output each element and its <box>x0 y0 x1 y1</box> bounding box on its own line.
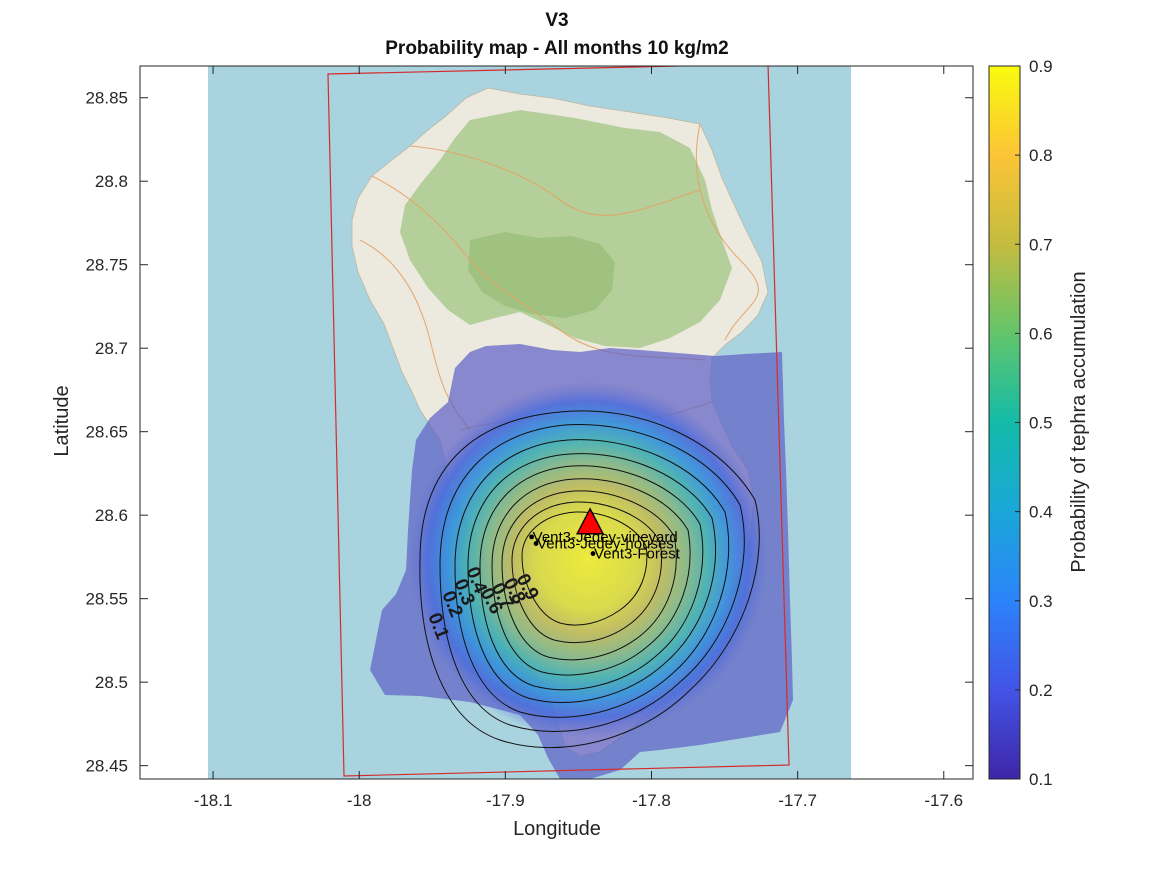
y-tick-label: 28.5 <box>95 673 128 692</box>
colorbar-tick-label: 0.8 <box>1029 146 1053 165</box>
contour-0.2 <box>439 423 745 732</box>
caldera-area <box>468 232 615 318</box>
y-tick-label: 28.6 <box>95 506 128 525</box>
x-tick-label: -18 <box>347 791 372 810</box>
colorbar <box>989 66 1020 779</box>
contour-0.4 <box>467 453 716 703</box>
colorbar-tick-label: 0.2 <box>1029 681 1053 700</box>
contour-0.6 <box>491 478 691 676</box>
contour-0.7 <box>501 490 677 661</box>
contour-0.9 <box>521 511 648 626</box>
location-point-marker <box>533 541 539 546</box>
title-line-2: Probability map - All months 10 kg/m2 <box>385 38 728 59</box>
colorbar-tick-label: 0.5 <box>1029 414 1053 433</box>
location-point-marker <box>590 551 596 556</box>
title-line-1: V3 <box>545 10 568 31</box>
colorbar-ticks: 0.9 0.8 0.7 0.6 0.5 0.4 0.3 0.2 0.1 <box>1015 57 1053 789</box>
location-point-label: Vent3-Jedey-houses <box>537 536 674 553</box>
colorbar-tick-label: 0.9 <box>1029 57 1053 76</box>
x-tick-label: -17.6 <box>924 791 963 810</box>
points-layer: Vent3-Jedey-vineyardVent3-Jedey-housesVe… <box>529 529 681 563</box>
colorbar-tick-label: 0.7 <box>1029 235 1053 254</box>
x-axis-label: Longitude <box>513 818 601 840</box>
location-point-label: Vent3-Forest <box>594 546 681 563</box>
y-axis-label: Latitude <box>51 385 73 456</box>
y-tick-label: 28.7 <box>95 339 128 358</box>
x-tick-label: -17.7 <box>778 791 817 810</box>
colorbar-tick-label: 0.4 <box>1029 503 1053 522</box>
y-tick-label: 28.55 <box>85 590 128 609</box>
location-point-label: Vent3-Jedey-vineyard <box>533 529 678 546</box>
location-point-marker <box>529 534 535 540</box>
colorbar-tick-label: 0.3 <box>1029 592 1053 611</box>
map-area: 0.9 0.8 0.7 0.6 0.4 0.3 0.2 0.1 Vent3-Je… <box>208 66 851 779</box>
model-domain-box <box>327 66 790 777</box>
axes-frame <box>139 65 974 780</box>
y-tick-label: 28.75 <box>85 256 128 275</box>
y-tick-label: 28.65 <box>85 423 128 442</box>
x-tick-label: -17.8 <box>632 791 671 810</box>
y-tick-label: 28.85 <box>85 89 128 108</box>
vent-triangle-marker <box>575 507 605 535</box>
contour-lines <box>419 410 760 749</box>
x-axis-ticks: -18.1 -18 -17.9 -17.8 -17.7 -17.6 <box>194 66 963 810</box>
colorbar-label: Probability of tephra accumulation <box>1068 271 1090 572</box>
contour-0.1 <box>419 410 760 749</box>
y-tick-label: 28.45 <box>85 757 128 776</box>
colorbar-tick-label: 0.1 <box>1029 770 1053 789</box>
x-tick-label: -18.1 <box>194 791 233 810</box>
y-tick-label: 28.8 <box>95 172 128 191</box>
x-tick-label: -17.9 <box>486 791 525 810</box>
y-axis-ticks: 28.85 28.8 28.75 28.7 28.65 28.6 28.55 28.5 28.4… <box>85 89 973 776</box>
contour-0.8 <box>511 501 662 644</box>
probability-plume <box>408 382 768 738</box>
contour-0.5 <box>479 465 704 691</box>
contour-0.3 <box>454 439 730 718</box>
contour-label-group: 0.9 0.8 0.7 0.6 0.4 0.3 0.2 0.1 <box>423 564 542 643</box>
colorbar-tick-label: 0.6 <box>1029 324 1053 343</box>
